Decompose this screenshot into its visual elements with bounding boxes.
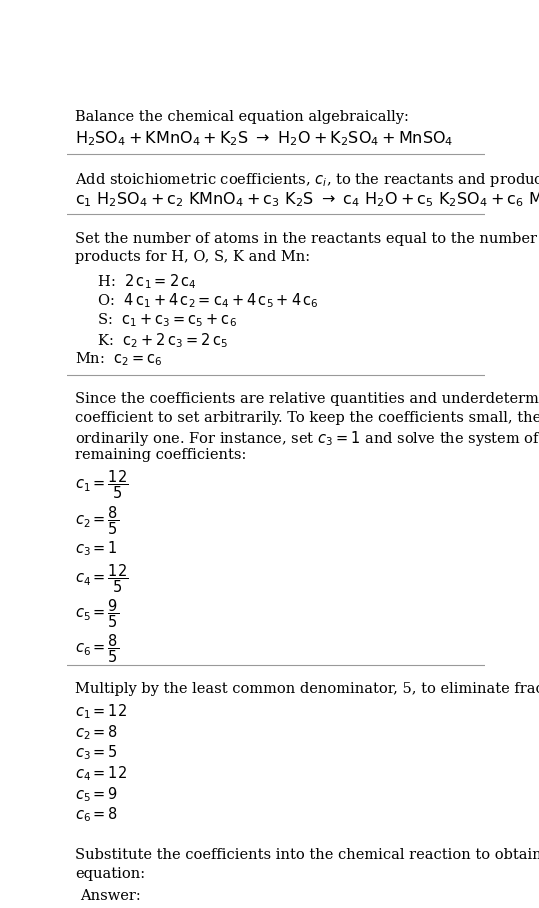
Text: $c_3 = 5$: $c_3 = 5$ <box>75 744 118 763</box>
Text: $c_1 = \dfrac{12}{5}$: $c_1 = \dfrac{12}{5}$ <box>75 469 128 501</box>
Text: $c_4 = 12$: $c_4 = 12$ <box>75 765 127 783</box>
Text: Add stoichiometric coefficients, $c_i$, to the reactants and products:: Add stoichiometric coefficients, $c_i$, … <box>75 171 539 189</box>
Text: products for H, O, S, K and Mn:: products for H, O, S, K and Mn: <box>75 251 310 264</box>
Text: Substitute the coefficients into the chemical reaction to obtain the balanced: Substitute the coefficients into the che… <box>75 848 539 863</box>
FancyBboxPatch shape <box>69 877 482 908</box>
Text: remaining coefficients:: remaining coefficients: <box>75 449 246 462</box>
Text: ordinarily one. For instance, set $c_3 = 1$ and solve the system of equations fo: ordinarily one. For instance, set $c_3 =… <box>75 429 539 449</box>
Text: S:  $\mathrm{c_1 + c_3 = c_5 + c_6}$: S: $\mathrm{c_1 + c_3 = c_5 + c_6}$ <box>88 311 237 329</box>
Text: O:  $\mathrm{4\,c_1 + 4\,c_2 = c_4 + 4\,c_5 + 4\,c_6}$: O: $\mathrm{4\,c_1 + 4\,c_2 = c_4 + 4\,c… <box>88 291 319 311</box>
Text: $c_6 = 8$: $c_6 = 8$ <box>75 805 118 824</box>
Text: $\mathrm{c_1\ H_2SO_4 + c_2\ KMnO_4 + c_3\ K_2S \ \rightarrow \ c_4\ H_2O + c_5\: $\mathrm{c_1\ H_2SO_4 + c_2\ KMnO_4 + c_… <box>75 191 539 209</box>
Text: Set the number of atoms in the reactants equal to the number of atoms in the: Set the number of atoms in the reactants… <box>75 232 539 246</box>
Text: $c_2 = 8$: $c_2 = 8$ <box>75 724 118 742</box>
Text: coefficient to set arbitrarily. To keep the coefficients small, the arbitrary va: coefficient to set arbitrarily. To keep … <box>75 410 539 425</box>
Text: $c_2 = \dfrac{8}{5}$: $c_2 = \dfrac{8}{5}$ <box>75 504 119 537</box>
Text: $\mathrm{H_2SO_4 + KMnO_4 + K_2S \ \rightarrow \ H_2O + K_2SO_4 + MnSO_4}$: $\mathrm{H_2SO_4 + KMnO_4 + K_2S \ \righ… <box>75 130 453 148</box>
Text: Multiply by the least common denominator, 5, to eliminate fractional coefficient: Multiply by the least common denominator… <box>75 682 539 696</box>
Text: equation:: equation: <box>75 867 145 881</box>
Text: Balance the chemical equation algebraically:: Balance the chemical equation algebraica… <box>75 110 409 124</box>
Text: Answer:: Answer: <box>80 890 141 903</box>
Text: $c_5 = \dfrac{9}{5}$: $c_5 = \dfrac{9}{5}$ <box>75 597 119 630</box>
Text: H:  $\mathrm{2\,c_1 = 2\,c_4}$: H: $\mathrm{2\,c_1 = 2\,c_4}$ <box>88 271 197 291</box>
Text: $c_5 = 9$: $c_5 = 9$ <box>75 785 118 804</box>
Text: Since the coefficients are relative quantities and underdetermined, choose a: Since the coefficients are relative quan… <box>75 391 539 406</box>
Text: K:  $\mathrm{c_2 + 2\,c_3 = 2\,c_5}$: K: $\mathrm{c_2 + 2\,c_3 = 2\,c_5}$ <box>88 331 228 350</box>
Text: $c_1 = 12$: $c_1 = 12$ <box>75 703 127 721</box>
Text: Mn:  $\mathrm{c_2 = c_6}$: Mn: $\mathrm{c_2 = c_6}$ <box>75 350 163 369</box>
Text: $c_4 = \dfrac{12}{5}$: $c_4 = \dfrac{12}{5}$ <box>75 562 128 595</box>
Text: $c_3 = 1$: $c_3 = 1$ <box>75 539 118 558</box>
Text: $c_6 = \dfrac{8}{5}$: $c_6 = \dfrac{8}{5}$ <box>75 633 119 665</box>
